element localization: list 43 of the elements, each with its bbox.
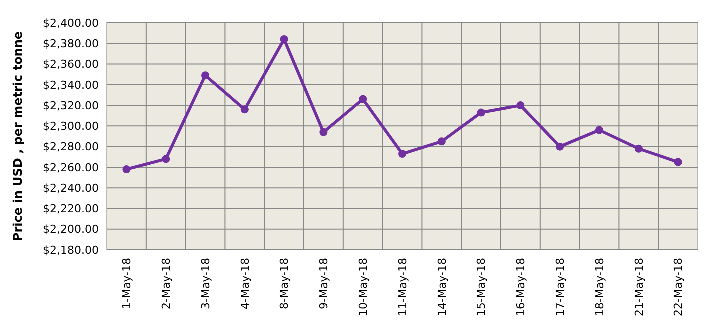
x-tick-label: 8-May-18 [278,258,292,310]
point [438,138,446,146]
x-tick-label: 4-May-18 [238,258,252,310]
y-tick-label: $2,400.00 [43,16,99,30]
x-tick-label: 11-May-18 [396,258,410,316]
y-tick-label: $2,260.00 [43,161,99,174]
x-tick-label: 1-May-18 [120,258,134,310]
point [202,72,210,80]
x-tick-label: 21-May-18 [632,258,646,316]
point [122,166,131,174]
y-tick-label: $2,340.00 [43,78,99,92]
y-tick-label: $2,220.00 [43,202,99,216]
x-tick-label: 9-May-18 [318,258,331,310]
y-tick-label: $2,360.00 [43,58,99,72]
point [674,158,682,166]
point [516,102,525,110]
point [556,142,564,151]
x-tick-label: 3-May-18 [199,258,212,310]
y-tick-label: $2,320.00 [43,99,99,112]
y-tick-label: $2,380.00 [43,37,99,50]
point [477,108,486,117]
point [162,155,170,164]
y-tick-label: $2,280.00 [43,140,99,154]
x-tick-label: 15-May-18 [475,258,488,316]
x-tick-label: 2-May-18 [160,258,173,310]
y-tick-label: $2,240.00 [43,182,99,195]
point [634,144,643,153]
x-tick-label: 14-May-18 [436,258,449,316]
point [280,36,288,44]
x-tick-label: 22-May-18 [672,258,686,316]
point [596,126,604,134]
x-tick-label: 18-May-18 [593,258,606,316]
point [398,150,406,158]
x-tick-label: 16-May-18 [514,258,528,316]
x-tick-label: 17-May-18 [554,258,567,316]
point [320,128,328,136]
y-tick-label: $2,200.00 [43,223,99,236]
y-tick-label: $2,180.00 [43,244,99,257]
point [240,106,249,114]
point [359,95,368,104]
y-axis-title: Price in USD , per metric tonne [11,31,25,242]
y-tick-label: $2,300.00 [43,120,99,134]
x-tick-label: 10-May-18 [356,258,370,316]
